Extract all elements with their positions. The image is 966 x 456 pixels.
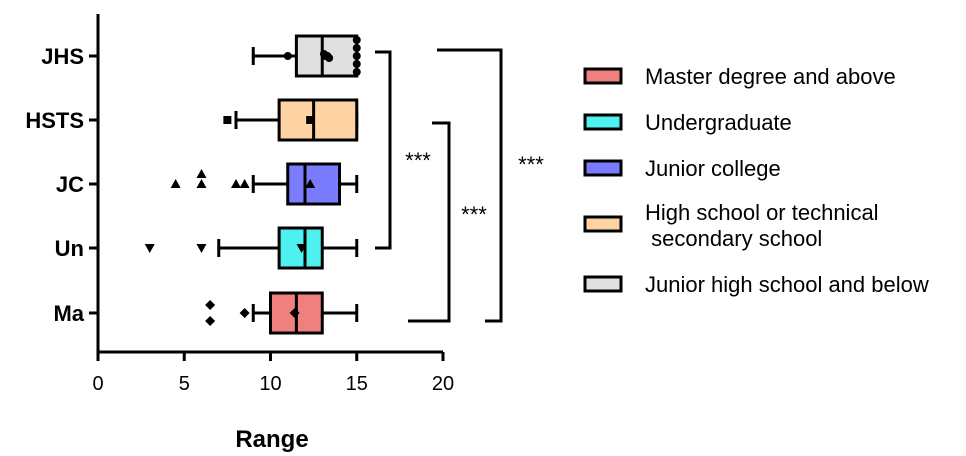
data-point [223, 116, 232, 124]
box-hsts [223, 98, 359, 142]
box-jhs [251, 34, 361, 78]
legend-label: Junior high school and below [645, 272, 929, 297]
legend: Master degree and above Undergraduate Juni… [583, 64, 929, 297]
box-jc [170, 162, 359, 206]
significance-brackets: *** *** *** [375, 48, 544, 323]
legend-swatch [583, 159, 623, 177]
box-ma [205, 291, 359, 335]
y-category-label: JC [56, 172, 84, 197]
iqr-box [286, 162, 341, 206]
data-point [205, 316, 216, 326]
x-tick-label: 20 [432, 373, 454, 395]
data-point [239, 308, 250, 318]
mean-point [305, 179, 316, 188]
x-axis-title: Range [235, 426, 308, 453]
legend-label: Undergraduate [645, 110, 792, 135]
data-point [283, 52, 292, 60]
legend-label: Master degree and above [645, 64, 896, 89]
significance-label: *** [461, 202, 487, 227]
data-point [196, 244, 207, 253]
mean-point [306, 116, 315, 124]
x-tick-label: 0 [92, 373, 103, 395]
data-point [352, 36, 361, 44]
data-point [352, 52, 361, 60]
significance-bracket [375, 50, 392, 250]
significance-label: *** [405, 148, 431, 173]
y-category-label: JHS [41, 44, 84, 69]
data-point [352, 44, 361, 52]
data-point [196, 169, 207, 178]
y-category-label: Ma [53, 301, 84, 326]
data-point [231, 179, 241, 188]
y-axis: JHS HSTS JC Un Ma [25, 44, 98, 326]
x-tick-label: 10 [259, 373, 281, 395]
x-axis: 0 5 10 15 20 [92, 14, 454, 395]
legend-swatch [583, 113, 623, 131]
mean-point [289, 308, 300, 318]
data-point [170, 179, 181, 188]
y-category-label: Un [55, 236, 84, 261]
data-point [205, 300, 216, 310]
legend-label: High school or technical secondary schoo… [645, 200, 879, 251]
data-point [352, 68, 361, 76]
data-point [323, 52, 332, 60]
data-point [144, 244, 155, 253]
data-point [196, 179, 207, 188]
significance-label: *** [518, 152, 544, 177]
x-tick-label: 5 [179, 373, 190, 395]
box-un [144, 226, 359, 270]
legend-swatch [583, 275, 623, 293]
significance-bracket [408, 121, 451, 323]
significance-bracket [437, 48, 503, 323]
legend-swatch [583, 215, 623, 233]
plot-area [144, 34, 361, 335]
iqr-box [277, 98, 359, 142]
data-point [239, 179, 250, 188]
y-category-label: HSTS [25, 108, 84, 133]
legend-label: Junior college [645, 156, 781, 181]
mean-point [296, 244, 307, 253]
legend-swatch [583, 67, 623, 85]
data-point [352, 60, 361, 68]
x-tick-label: 15 [346, 373, 368, 395]
